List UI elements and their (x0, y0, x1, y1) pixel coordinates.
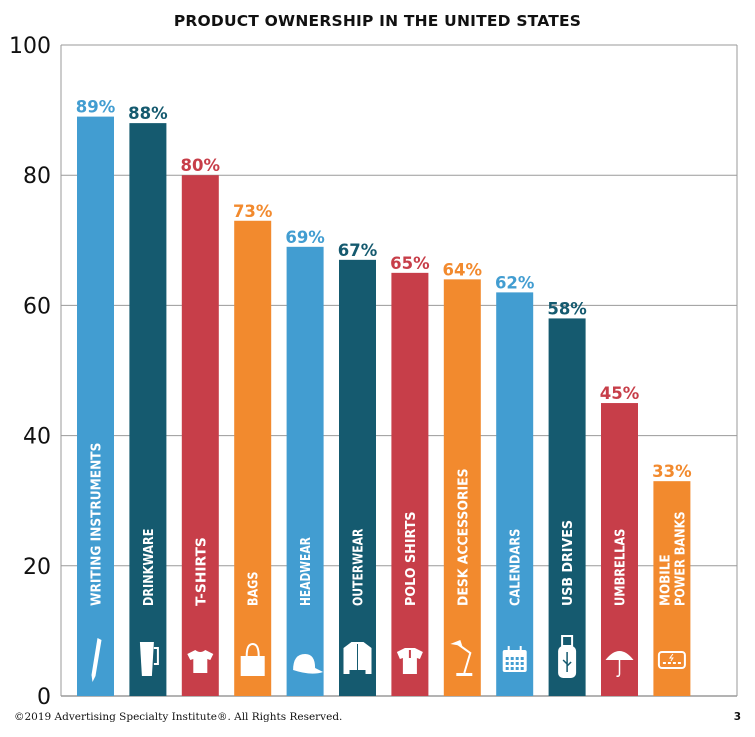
bar (234, 220, 272, 696)
bar (129, 123, 167, 697)
data-label: 64% (443, 260, 483, 279)
y-tick-label: 40 (23, 425, 51, 450)
y-tick-label: 0 (37, 685, 51, 710)
y-tick-label: 80 (23, 164, 51, 189)
bar (391, 272, 429, 696)
bar (548, 318, 586, 696)
category-label: USB DRIVES (561, 520, 576, 606)
data-label: 73% (233, 202, 273, 221)
copyright-footer: ©2019 Advertising Specialty Institute®. … (14, 711, 343, 723)
power-bank-icon (657, 651, 686, 669)
category-label: POWER BANKS (673, 511, 688, 606)
category-label: T-SHIRTS (194, 537, 209, 606)
usb-drive-icon (558, 635, 577, 678)
category-label: WRITING INSTRUMENTS (90, 443, 105, 606)
bar (77, 116, 114, 697)
umbrella-icon (605, 651, 634, 677)
data-label: 58% (547, 299, 587, 318)
category-label: CALENDARS (509, 529, 524, 606)
bag-icon (240, 642, 265, 676)
y-tick-label: 20 (23, 555, 51, 580)
bar-group: 89% WRITING INSTRUMENTS (76, 98, 116, 697)
chart-title: PRODUCT OWNERSHIP IN THE UNITED STATES (173, 12, 582, 30)
data-label: 33% (652, 462, 692, 481)
bar-group: 64% DESK ACCESSORIES (443, 260, 483, 696)
category-label: DRINKWARE (142, 529, 157, 606)
bar-group: 45% UMBRELLAS (600, 384, 640, 696)
bar-group: 88% DRINKWARE (128, 104, 168, 697)
bar (181, 175, 219, 696)
bar-group: 58% USB DRIVES (547, 299, 587, 696)
bar-group: 80% T-SHIRTS (181, 156, 221, 696)
bar-group: 73% BAGS (233, 202, 273, 696)
bar-group: 67% OUTERWEAR (338, 241, 378, 696)
category-label: BAGS (247, 572, 262, 606)
bar (443, 279, 481, 696)
y-tick-label: 60 (23, 294, 51, 319)
calendar-icon (502, 646, 527, 672)
jacket-icon (343, 642, 372, 674)
y-tick-label: 100 (9, 34, 51, 59)
page-number: 3 (733, 711, 741, 723)
bar (496, 292, 534, 696)
data-label: 88% (128, 104, 168, 123)
bar (286, 246, 324, 696)
category-label: POLO SHIRTS (404, 511, 419, 606)
bar (339, 259, 376, 696)
data-label: 89% (76, 98, 116, 117)
category-label: OUTERWEAR (352, 529, 367, 606)
category-label: MOBILE (658, 554, 673, 606)
bar-group: 69% HEADWEAR (285, 228, 325, 696)
cap-icon (293, 654, 324, 674)
data-label: 65% (390, 254, 430, 273)
data-label: 67% (338, 241, 378, 260)
polo-shirt-icon (396, 648, 423, 674)
tshirt-icon (187, 650, 214, 673)
category-label: HEADWEAR (299, 537, 314, 606)
category-label: UMBRELLAS (614, 529, 629, 606)
data-label: 80% (181, 156, 221, 175)
desk-lamp-icon (450, 640, 473, 676)
bar-group: 65% POLO SHIRTS (390, 254, 430, 696)
data-label: 45% (600, 384, 640, 403)
bar (601, 403, 638, 696)
bar-group: 62% CALENDARS (495, 273, 535, 696)
category-label: DESK ACCESSORIES (456, 468, 471, 606)
travel-mug-icon (139, 642, 159, 676)
bar-group: 33% MOBILE POWER BANKS (652, 462, 692, 696)
pen-icon (91, 638, 102, 682)
data-label: 69% (285, 228, 325, 247)
data-label: 62% (495, 273, 535, 292)
